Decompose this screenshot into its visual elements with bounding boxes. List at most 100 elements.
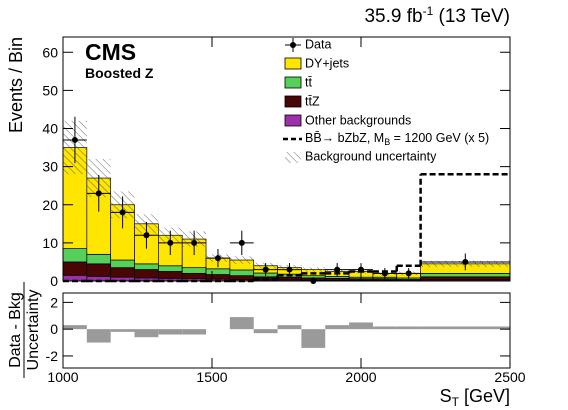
legend: Data DY+jets tt̄ tt̄Z Other backgrounds … — [283, 37, 489, 163]
ratio-bar — [110, 329, 135, 332]
y-tick-label: 20 — [42, 197, 58, 213]
data-point — [167, 239, 174, 246]
y-tick-label: 60 — [42, 44, 58, 60]
ratio-frame — [62, 292, 511, 369]
ratio-y-label-bottom: Uncertainty — [25, 290, 42, 371]
data-point — [381, 270, 388, 277]
ratio-bar — [420, 326, 510, 330]
stack-segment — [110, 259, 135, 269]
legend-label: DY+jets — [305, 56, 349, 70]
legend-hatch — [285, 152, 301, 163]
y-tick-label: 0 — [50, 321, 58, 337]
legend-label: Data — [305, 37, 331, 51]
legend-label: Background uncertainty — [305, 149, 437, 163]
legend-swatch — [284, 57, 302, 70]
data-point — [214, 255, 221, 262]
ratio-bar — [86, 329, 111, 343]
data-point — [462, 258, 469, 265]
signal-name: BB̄→ bZbZ, M — [305, 131, 384, 145]
ratio-y-label-top: Data - Bkg — [7, 292, 24, 368]
ratio-bar — [349, 322, 373, 330]
y-axis-label: Events / Bin — [6, 37, 26, 133]
y-tick-label: 2 — [50, 294, 58, 310]
data-point — [286, 266, 293, 273]
stack-segment — [158, 265, 183, 272]
ratio-panel: -2 0 2 1000 1500 2000 2500 — [46, 293, 526, 385]
y-tick-label: 40 — [42, 121, 58, 137]
ratio-bar — [277, 325, 302, 330]
data-point — [262, 266, 269, 273]
data-point — [71, 136, 78, 143]
lumi: 35.9 fb — [364, 6, 422, 27]
ratio-bar — [253, 329, 278, 334]
stack-segment — [420, 273, 511, 278]
y-tick-label: 0 — [50, 273, 58, 289]
signal-name-rest: = 1200 GeV (x 5) — [390, 131, 489, 145]
legend-swatch — [284, 95, 302, 108]
experiment: CMS — [85, 39, 136, 65]
ratio-bar — [158, 329, 183, 335]
main-frame — [62, 36, 511, 282]
legend-data-marker — [290, 42, 296, 48]
x-tick-label: 2000 — [345, 369, 376, 385]
legend-swatch — [284, 76, 302, 89]
stack-segment — [229, 275, 255, 280]
ratio-bar — [229, 317, 254, 330]
x-label-sub: T — [452, 395, 460, 409]
data-point — [119, 209, 126, 216]
x-tick-label: 1500 — [196, 369, 227, 385]
ratio-bar — [372, 326, 397, 330]
stack-segment — [158, 271, 183, 279]
stack-segment — [86, 263, 112, 277]
stack-segment — [86, 253, 112, 265]
lumi-exp: -1 — [423, 4, 434, 18]
selection: Boosted Z — [85, 65, 154, 81]
x-label-unit: [GeV] — [459, 386, 510, 406]
lumi-label: 35.9 fb-1 (13 TeV) — [364, 4, 510, 27]
y-tick-label: 10 — [42, 235, 58, 251]
data-point — [143, 232, 150, 239]
stack-segment — [181, 267, 207, 274]
stack-segment — [134, 269, 159, 279]
data-point — [334, 266, 341, 273]
data-point — [191, 239, 198, 246]
energy: (13 TeV) — [433, 6, 510, 27]
ratio-bar — [301, 329, 326, 348]
signal-name-sub: B — [384, 137, 390, 147]
y-tick-label: -2 — [46, 348, 59, 364]
stack-segment — [205, 268, 231, 275]
stack-segment — [62, 248, 88, 263]
x-tick-label: 1000 — [47, 369, 78, 385]
x-axis-label: ST [GeV] — [440, 386, 510, 409]
ratio-bar — [63, 325, 87, 330]
y-tick-label: 50 — [42, 82, 58, 98]
y-tick-label: 30 — [42, 159, 58, 175]
stack-segment — [181, 273, 207, 280]
legend-label: tt̄ — [305, 75, 312, 89]
data-point — [238, 239, 245, 246]
ratio-bar — [134, 329, 159, 338]
stack-segment — [420, 276, 511, 281]
x-tick-label: 2500 — [494, 369, 525, 385]
legend-swatch — [284, 114, 302, 127]
legend-label: tt̄Z — [305, 94, 320, 108]
data-point — [358, 266, 364, 273]
x-label-s: S — [440, 386, 452, 406]
ratio-bar — [325, 325, 350, 330]
stack-segment — [205, 274, 231, 280]
uncertainty-band — [229, 256, 254, 264]
legend-label: BB̄→ bZbZ, MB = 1200 GeV (x 5) — [305, 131, 489, 147]
stack-segment — [110, 267, 135, 278]
ratio-bar — [396, 326, 421, 330]
stack-segment — [277, 276, 302, 281]
data-point — [95, 190, 102, 197]
legend-label: Other backgrounds — [305, 113, 411, 127]
stack-segment — [134, 263, 159, 270]
ratio-bar — [182, 329, 207, 335]
data-point — [405, 270, 412, 277]
stack-segment — [229, 269, 255, 277]
uncertainty-band — [301, 267, 326, 272]
stack-segment — [62, 261, 88, 276]
